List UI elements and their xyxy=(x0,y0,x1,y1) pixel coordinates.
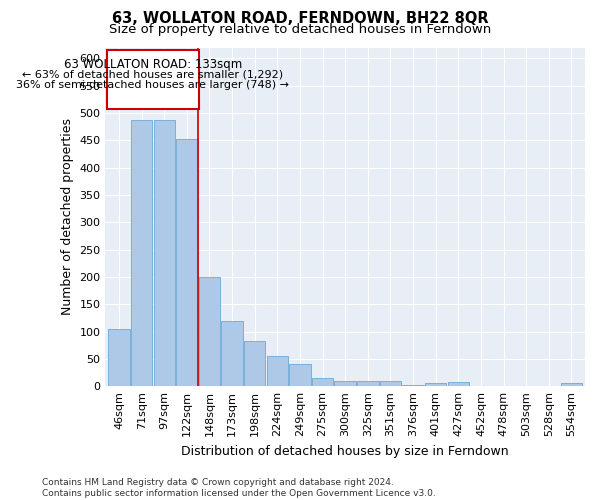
Bar xyxy=(403,385,424,386)
Bar xyxy=(312,378,334,386)
Bar xyxy=(380,380,401,386)
Bar xyxy=(289,364,311,386)
Text: ← 63% of detached houses are smaller (1,292): ← 63% of detached houses are smaller (1,… xyxy=(22,70,284,80)
Bar xyxy=(425,384,446,386)
Y-axis label: Number of detached properties: Number of detached properties xyxy=(61,118,74,316)
Text: 36% of semi-detached houses are larger (748) →: 36% of semi-detached houses are larger (… xyxy=(16,80,289,90)
Bar xyxy=(199,277,220,386)
Text: 63, WOLLATON ROAD, FERNDOWN, BH22 8QR: 63, WOLLATON ROAD, FERNDOWN, BH22 8QR xyxy=(112,11,488,26)
Bar xyxy=(448,382,469,386)
X-axis label: Distribution of detached houses by size in Ferndown: Distribution of detached houses by size … xyxy=(181,444,509,458)
Bar xyxy=(221,320,243,386)
Bar xyxy=(266,356,288,386)
Bar xyxy=(131,120,152,386)
Text: 63 WOLLATON ROAD: 133sqm: 63 WOLLATON ROAD: 133sqm xyxy=(64,58,242,71)
Bar xyxy=(357,380,379,386)
Bar xyxy=(108,329,130,386)
Bar xyxy=(560,383,582,386)
Text: Contains HM Land Registry data © Crown copyright and database right 2024.
Contai: Contains HM Land Registry data © Crown c… xyxy=(42,478,436,498)
Text: Size of property relative to detached houses in Ferndown: Size of property relative to detached ho… xyxy=(109,22,491,36)
Bar xyxy=(334,380,356,386)
Bar xyxy=(176,140,197,386)
Bar xyxy=(107,50,199,109)
Bar xyxy=(244,342,265,386)
Bar xyxy=(154,120,175,386)
